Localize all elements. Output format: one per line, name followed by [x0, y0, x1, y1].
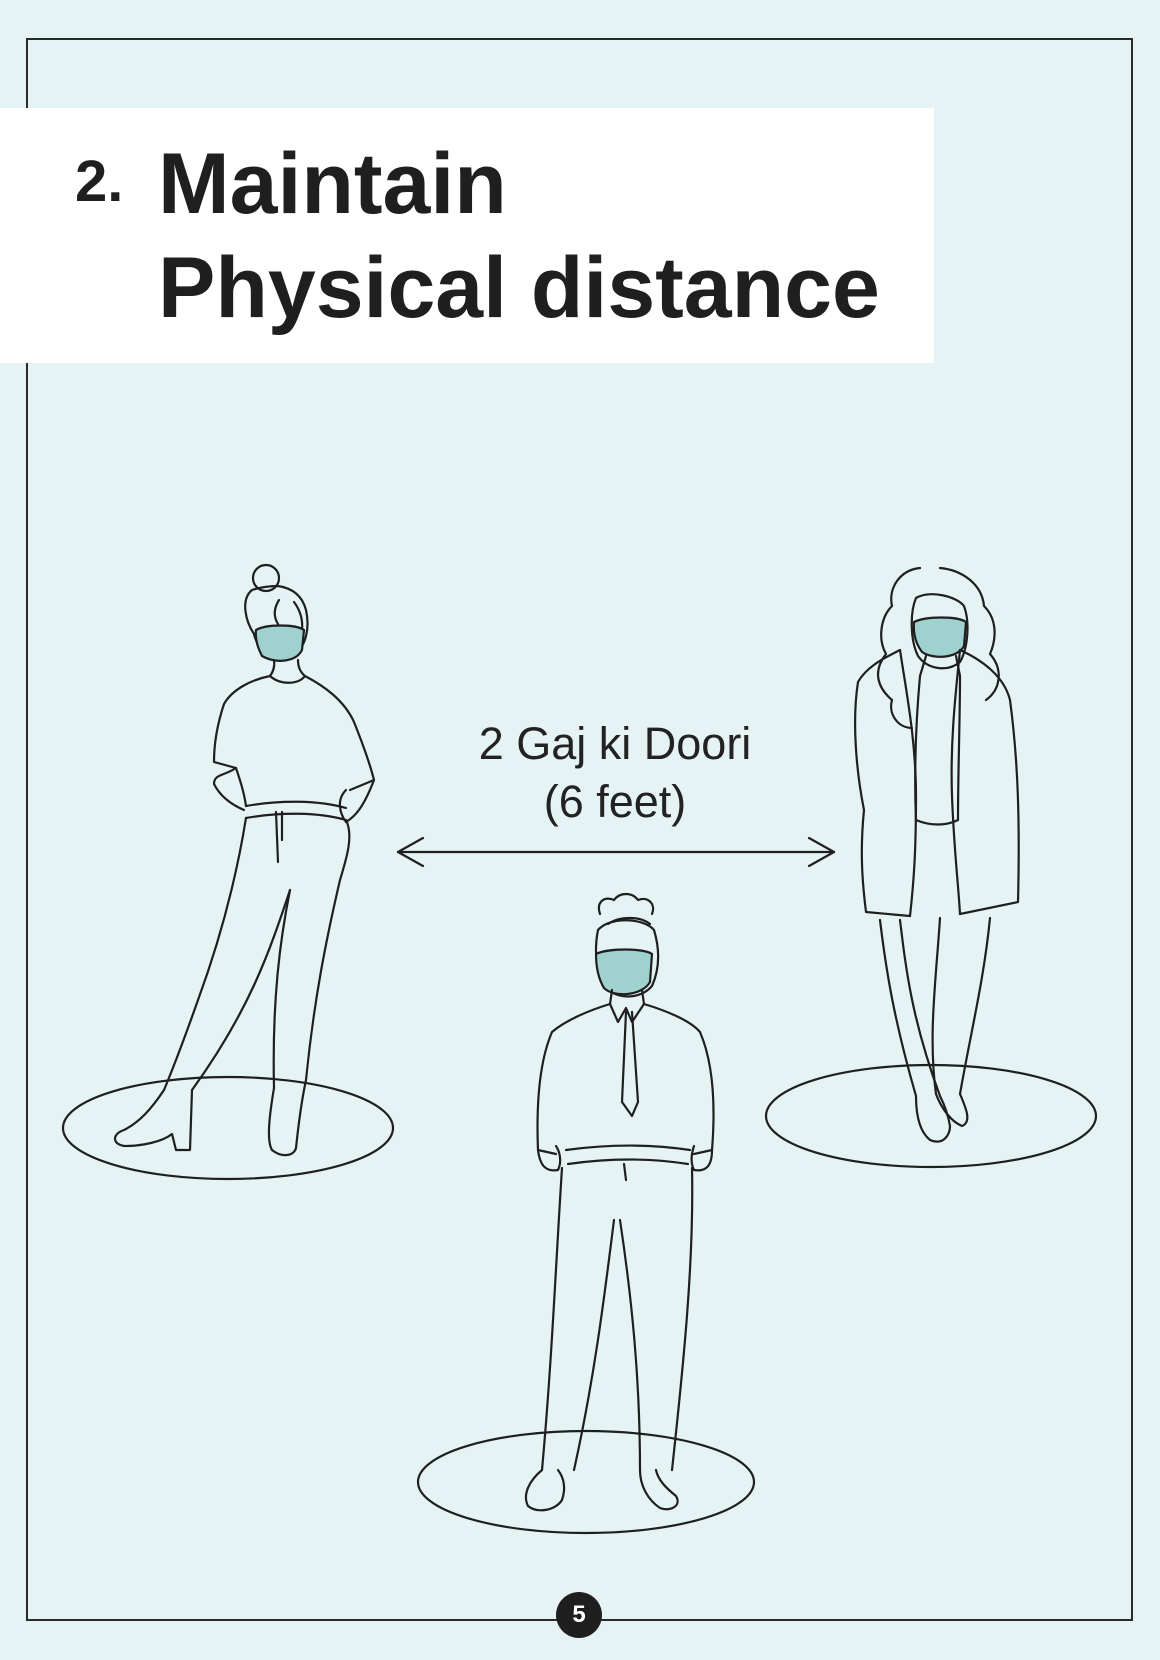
- mask-left: [254, 624, 306, 662]
- double-headed-arrow-icon: [396, 836, 836, 868]
- title-line-2: Physical distance: [158, 240, 880, 336]
- floor-circle-bottom: [416, 1429, 756, 1535]
- person-center: [524, 892, 715, 1512]
- person-left: [113, 563, 376, 1157]
- floor-circle-right: [764, 1063, 1098, 1169]
- title-line-1: Maintain: [158, 136, 507, 232]
- floor-circle-left: [61, 1075, 395, 1181]
- title-box: [0, 108, 934, 363]
- title-number: 2.: [75, 149, 124, 214]
- distance-sub-label: (6 feet): [543, 776, 687, 827]
- page-number: 5: [556, 1592, 602, 1638]
- mask-right: [912, 616, 968, 658]
- person-right: [854, 566, 1020, 1143]
- mask-center: [594, 948, 654, 996]
- distance-main-label: 2 Gaj ki Doori: [478, 718, 752, 769]
